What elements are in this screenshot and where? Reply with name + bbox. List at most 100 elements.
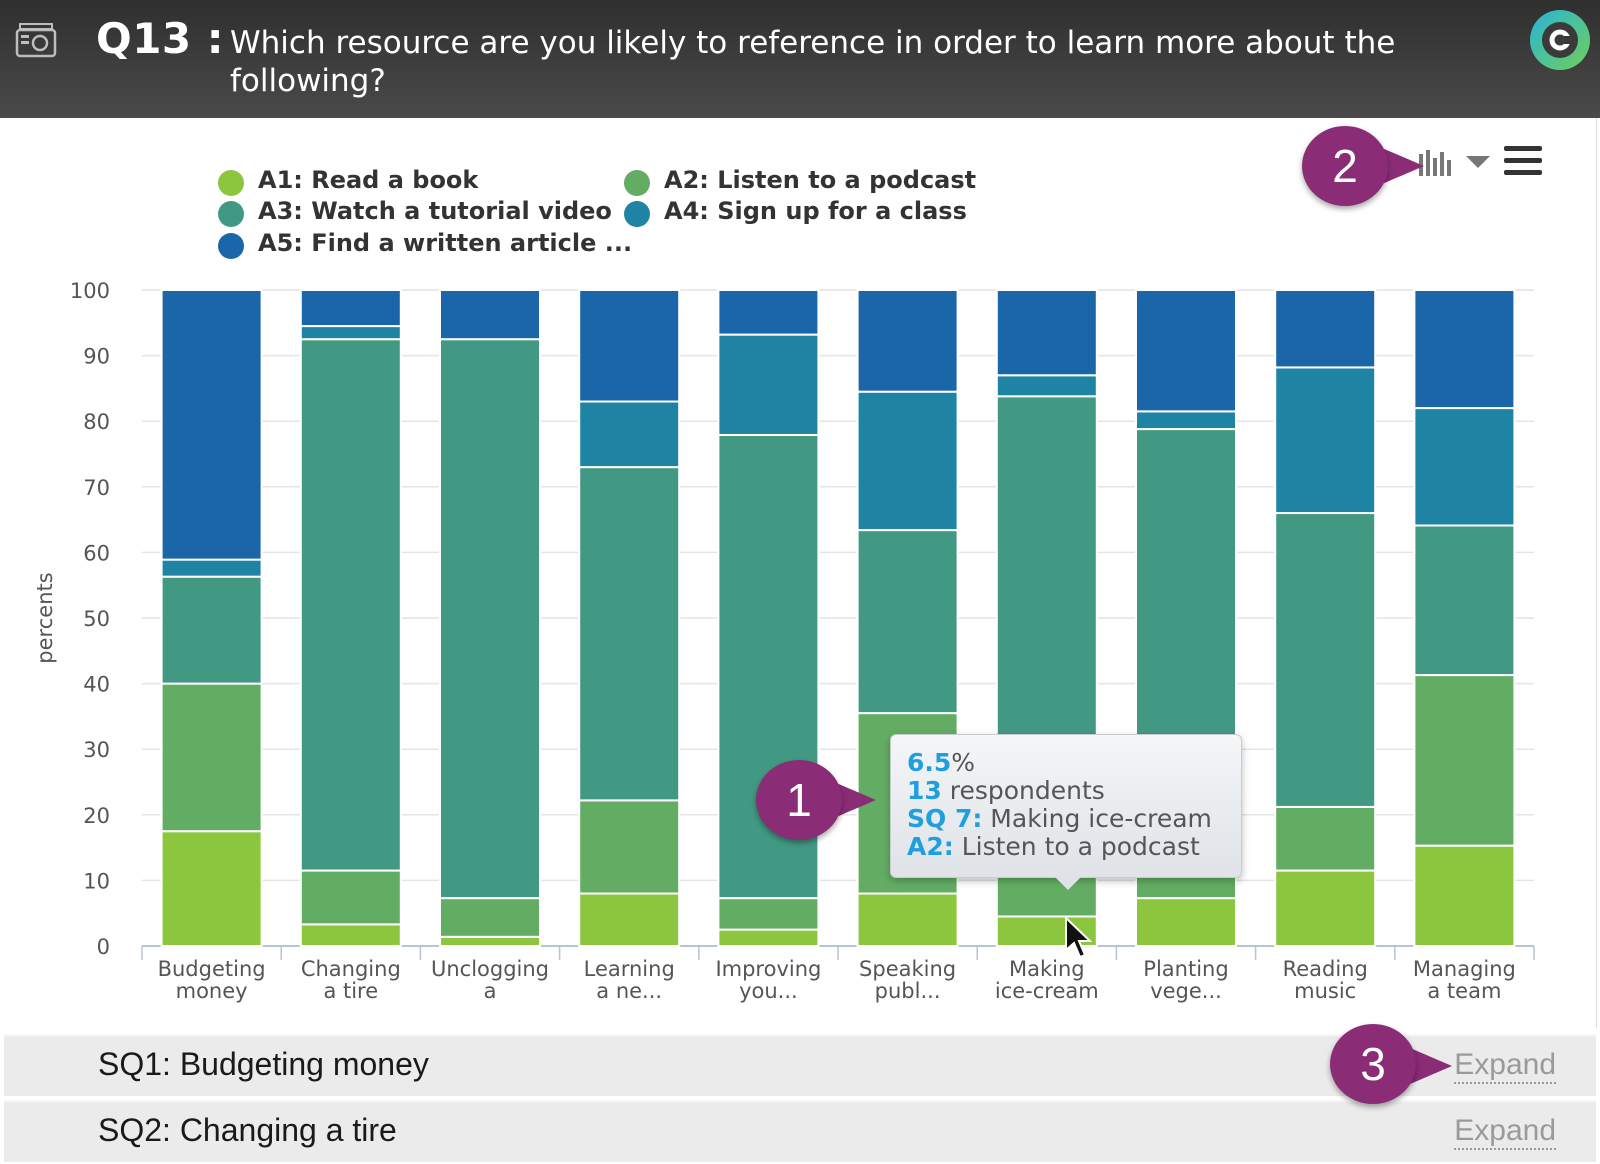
bar-segment[interactable] [160,289,263,561]
question-text: Which resource are you likely to referen… [230,25,1396,99]
question-number: Q13 : [96,14,225,63]
y-tick-label: 0 [97,935,110,959]
bar-segment[interactable] [1413,289,1516,410]
bar-segment[interactable] [995,289,1098,377]
legend-item-a2[interactable]: A2: Listen to a podcast [664,166,977,194]
hamburger-menu-icon[interactable] [1504,146,1542,176]
bar-segment[interactable] [1413,407,1516,527]
x-tick-label: Speaking [859,957,956,981]
bar-segment[interactable] [160,575,263,685]
bar-segment[interactable] [160,830,263,948]
legend-marker-a3 [218,201,244,227]
expand-link[interactable]: Expand [1454,1114,1556,1150]
x-tick-label: Managing [1413,957,1516,981]
bar-segment[interactable] [299,869,402,926]
expand-link[interactable]: Expand [1454,1048,1556,1084]
bar-segment[interactable] [299,289,402,328]
subquestion-label: SQ1: Budgeting money [98,1046,429,1082]
callout-badge-1: 1 [756,760,842,840]
bar-segment[interactable] [856,390,959,532]
bar-segment[interactable] [439,289,541,341]
legend-marker-a4 [624,201,650,227]
bar-segment[interactable] [717,333,820,436]
legend-marker-a1 [218,170,244,196]
x-tick-label: Learning [584,957,675,981]
legend-item-a4[interactable]: A4: Sign up for a class [664,197,967,225]
tooltip-sq-key: SQ 7: [907,804,983,833]
x-tick-label: a team [1427,979,1501,1003]
bar-segment[interactable] [439,338,541,900]
y-tick-label: 80 [83,410,110,434]
subquestion-row-sq2[interactable]: SQ2: Changing a tire Expand [4,1100,1596,1162]
y-tick-label: 10 [83,869,110,893]
tooltip-pointer [1054,876,1082,890]
bar-segment[interactable] [1135,410,1237,431]
bar-segment[interactable] [995,872,1098,918]
tooltip-answer-key: A2: [907,832,954,861]
bar-segment[interactable] [578,892,681,948]
bar-segment[interactable] [856,289,959,393]
bar-segment[interactable] [717,928,820,947]
chart-tooltip: 6.5% 13 respondents SQ 7: Making ice-cre… [890,734,1242,878]
app-logo-icon [1530,10,1590,70]
bar-segment[interactable] [1274,366,1377,515]
y-tick-label: 20 [83,804,110,828]
bar-segment[interactable] [578,466,681,802]
y-tick-label: 70 [83,476,110,500]
bar-segment[interactable] [439,897,541,938]
bar-segment[interactable] [160,682,263,833]
bar-segment[interactable] [1135,897,1237,947]
legend-item-a5[interactable]: A5: Find a written article ... [258,229,633,257]
mouse-cursor-icon [1065,916,1093,959]
x-tick-label: vege... [1150,979,1222,1003]
y-tick-label: 30 [83,738,110,762]
bar-segment[interactable] [1274,512,1377,808]
x-tick-label: Planting [1143,957,1228,981]
subquestion-label: SQ2: Changing a tire [98,1112,397,1148]
bar-segment[interactable] [1274,289,1377,369]
callout-badge-2: 2 [1302,126,1388,206]
bar-segment[interactable] [995,374,1098,398]
x-tick-label: Budgeting [158,957,266,981]
bar-segment[interactable] [1135,289,1237,413]
x-tick-label: Reading [1283,957,1368,981]
legend-marker-a2 [624,170,650,196]
x-tick-label: Improving [715,957,821,981]
bar-segment[interactable] [717,897,820,931]
x-tick-label: Changing [301,957,401,981]
bar-segment[interactable] [1274,869,1377,947]
bar-segment[interactable] [578,400,681,469]
x-tick-label: music [1294,979,1356,1003]
bar-segment[interactable] [1274,805,1377,872]
y-tick-label: 40 [83,673,110,697]
bar-segment[interactable] [1413,844,1516,948]
legend-item-a1[interactable]: A1: Read a book [258,166,479,194]
tooltip-respondents-value: 13 [907,776,942,805]
legend-marker-a5 [218,233,244,259]
bar-segment[interactable] [717,289,820,336]
tooltip-respondents-label: respondents [941,776,1105,805]
bar-segment[interactable] [439,935,541,947]
question-header: Q13 : Which resource are you likely to r… [0,0,1600,118]
camera-icon[interactable] [14,20,58,60]
bar-segment[interactable] [578,289,681,403]
chart-legend: A1: Read a book A3: Watch a tutorial vid… [4,118,1004,278]
bar-segment[interactable] [1413,674,1516,847]
x-tick-label: Unclogging [431,957,549,981]
bar-segment[interactable] [856,892,959,948]
bar-segment[interactable] [160,558,263,578]
bar-segment[interactable] [856,529,959,715]
tooltip-answer-value: Listen to a podcast [953,832,1200,861]
bar-segment[interactable] [1413,524,1516,677]
bar-segment[interactable] [299,923,402,947]
tooltip-percent-sign: % [951,748,976,777]
bar-segment[interactable] [578,799,681,895]
y-tick-label: 60 [83,541,110,565]
legend-item-a3[interactable]: A3: Watch a tutorial video [258,197,612,225]
bar-segment[interactable] [299,338,402,872]
x-tick-label: publ... [875,979,941,1003]
x-tick-label: Making [1009,957,1085,981]
y-tick-label: 90 [83,345,110,369]
chevron-down-icon[interactable] [1466,156,1490,170]
bar-segment[interactable] [299,325,402,341]
